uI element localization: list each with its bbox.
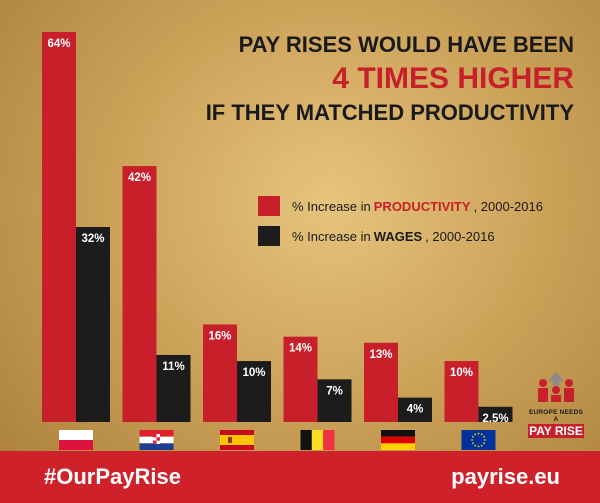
productivity-label-belgium: 14% [289,343,312,355]
title-line-3: IF THEY MATCHED PRODUCTIVITY [205,100,574,125]
legend-wages: % Increase in WAGES , 2000-2016 [258,226,495,246]
legend-productivity-prefix: % Increase in [292,198,371,214]
legend-swatch-wages [258,226,280,246]
wages-bar-croatia [156,354,191,422]
productivity-label-poland: 64% [47,38,70,50]
legend-wages-keyword: WAGES [373,228,423,244]
legend-productivity-suffix: , 2000-2016 [473,198,543,214]
belgium-flag-icon [300,430,335,450]
title-line-2: 4 TIMES HIGHER [332,62,574,95]
europe-needs-a-pay-rise-logo: EUROPE NEEDS A PAY RISE [528,372,584,438]
wages-label-european-union: 2.5% [482,413,508,425]
wages-label-croatia: 11% [162,361,184,373]
productivity-bar-spain [203,324,237,422]
productivity-bar-belgium [283,336,318,422]
wages-label-poland: 32% [81,233,104,245]
eu-flag-icon [461,430,496,450]
wages-label-belgium: 7% [326,385,343,397]
legend-productivity: % Increase in PRODUCTIVITY , 2000-2016 [258,196,543,216]
wages-bar-germany [398,397,432,422]
legend-productivity-keyword: PRODUCTIVITY [373,198,471,214]
wages-label-spain: 10% [242,367,265,379]
legend-swatch-productivity [258,196,280,216]
croatia-flag-icon [139,430,174,450]
wages-bar-spain [237,361,271,422]
productivity-bar-croatia [122,166,157,422]
productivity-label-croatia: 42% [128,172,151,184]
legend-wages-suffix: , 2000-2016 [425,228,495,244]
poland-flag-icon [59,430,93,450]
productivity-label-european-union: 10% [450,367,473,379]
title-line-1: PAY RISES WOULD HAVE BEEN [238,32,574,57]
productivity-label-spain: 16% [208,331,231,343]
legend-wages-prefix: % Increase in [292,228,371,244]
hashtag[interactable]: #OurPayRise [44,464,181,489]
raised-fists-icon [538,372,574,402]
germany-flag-icon [381,430,415,450]
wages-label-germany: 4% [407,404,424,416]
wages-bar-european-union [478,406,513,422]
website-link[interactable]: payrise.eu [451,464,560,489]
productivity-bar-germany [364,342,398,422]
spain-flag-icon [220,430,254,450]
productivity-bar-poland [42,32,76,422]
footer-bar: #OurPayRise payrise.eu [0,451,600,503]
productivity-label-germany: 13% [369,349,392,361]
brand-line-2: PAY RISE [528,424,584,438]
brand-line-1: EUROPE NEEDS A [528,409,584,423]
wages-bar-poland [76,227,110,422]
productivity-bar-european-union [444,361,479,422]
wages-bar-belgium [317,379,352,422]
